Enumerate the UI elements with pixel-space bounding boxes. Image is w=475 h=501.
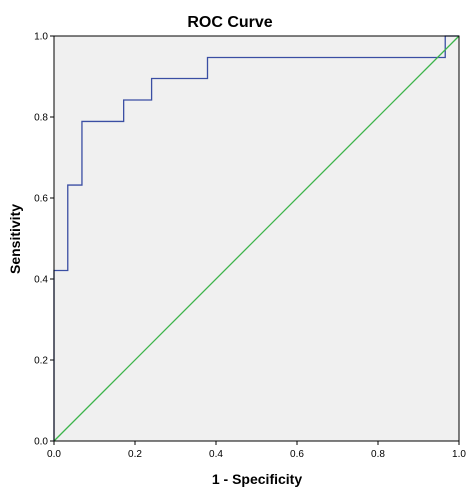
y-tick-label: 0.8 (34, 113, 48, 124)
chart-title: ROC Curve (187, 14, 272, 31)
y-axis: 0.0 0.2 0.4 0.6 0.8 1.0 (34, 32, 54, 448)
x-tick-label: 0.4 (209, 449, 223, 460)
y-tick-label: 0.6 (34, 194, 48, 205)
x-tick-label: 0.6 (290, 449, 304, 460)
x-tick-label: 1.0 (452, 449, 466, 460)
x-tick-label: 0.0 (47, 449, 61, 460)
y-tick-label: 0.4 (34, 275, 48, 286)
y-tick-label: 0.2 (34, 356, 48, 367)
reference-line-line (53, 35, 460, 442)
x-tick-label: 0.8 (371, 449, 385, 460)
x-axis-label: 1 - Specificity (212, 471, 302, 487)
x-tick-label: 0.2 (128, 449, 142, 460)
roc-curve-line (53, 35, 459, 441)
y-tick-label: 1.0 (34, 32, 48, 43)
x-axis: 0.0 0.2 0.4 0.6 0.8 1.0 (47, 441, 466, 460)
y-axis-label: Sensitivity (7, 204, 23, 274)
plot-frame (53, 35, 460, 442)
y-tick-label: 0.0 (34, 437, 48, 448)
series-layer (53, 35, 460, 442)
